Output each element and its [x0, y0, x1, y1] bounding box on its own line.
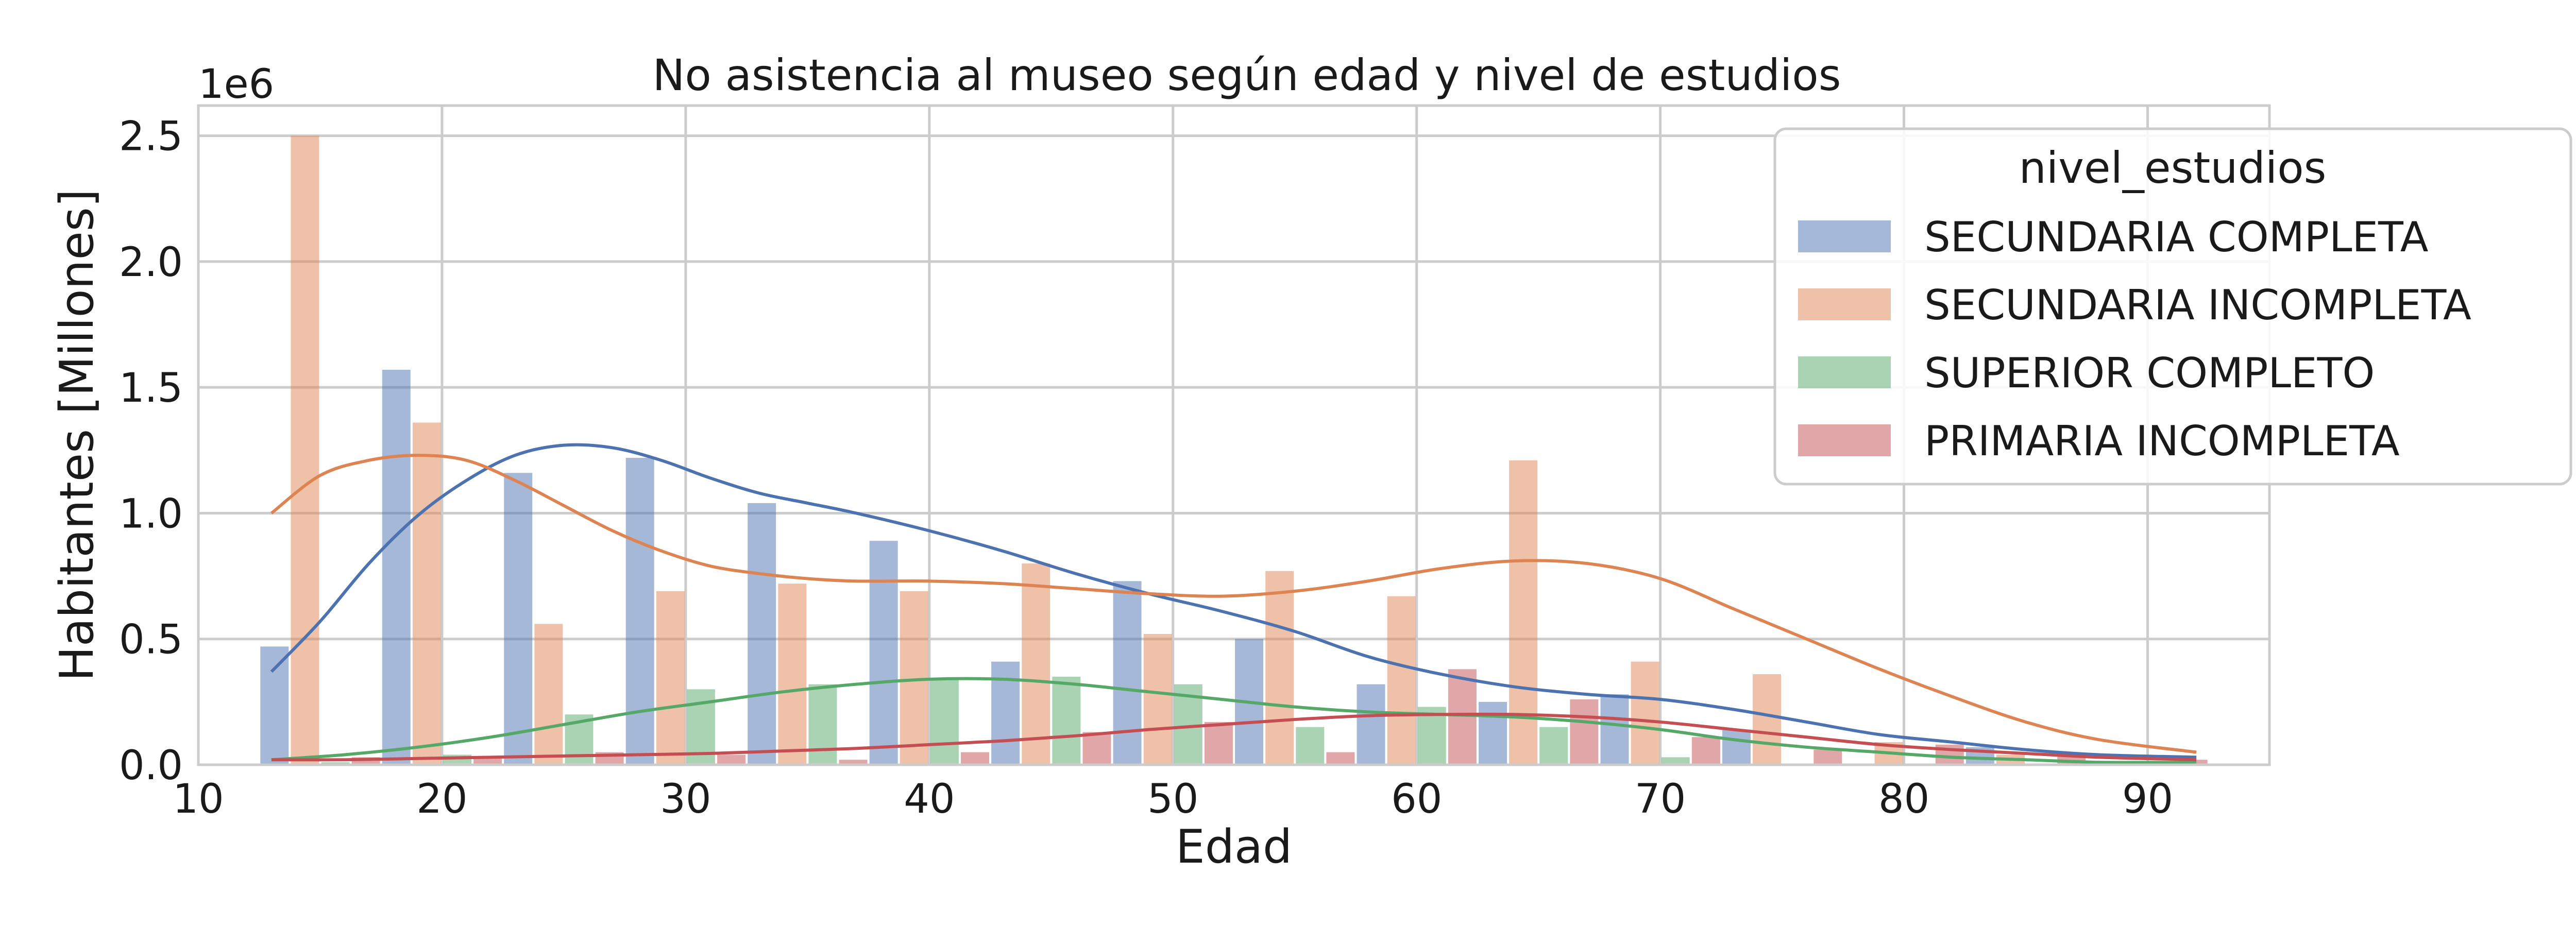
bar [1539, 727, 1568, 765]
kde-line [271, 677, 2197, 764]
x-tick-label: 90 [2122, 776, 2173, 822]
bar [1600, 694, 1629, 765]
bar [1387, 596, 1416, 765]
bar [1691, 737, 1720, 765]
bar [473, 757, 502, 765]
bar [808, 684, 837, 765]
kde-line [270, 454, 2197, 754]
y-tick-labels: 0.0 0.5 1.0 1.5 2.0 2.5 [119, 114, 183, 789]
x-tick-label: 60 [1391, 776, 1442, 822]
bar [1143, 633, 1172, 765]
bar [930, 679, 959, 765]
legend-entry: SECUNDARIA INCOMPLETA [1924, 281, 2471, 329]
bar [1204, 722, 1233, 765]
bar [382, 369, 411, 765]
bar [1265, 571, 1294, 765]
bar [1296, 727, 1325, 765]
bar [534, 624, 563, 765]
x-tick-labels: 10 20 30 40 50 60 70 80 90 [173, 776, 2173, 822]
bar [504, 473, 533, 765]
bar [260, 646, 289, 765]
x-tick-label: 50 [1147, 776, 1198, 822]
bar [625, 457, 654, 765]
bar [1113, 581, 1142, 765]
bar [1479, 701, 1507, 765]
bar [961, 752, 989, 765]
bar [1722, 729, 1751, 765]
x-axis-label: Edad [1176, 820, 1292, 874]
bar [1661, 757, 1690, 765]
bar [1570, 699, 1599, 765]
legend-swatch [1798, 288, 1891, 320]
bar [1326, 752, 1355, 765]
bar [869, 541, 898, 765]
y-tick-label: 0.5 [119, 617, 183, 663]
bar [778, 583, 807, 765]
bar [1814, 749, 1842, 765]
x-tick-label: 30 [660, 776, 711, 822]
x-tick-label: 10 [173, 776, 224, 822]
bar [1052, 677, 1081, 765]
legend-title: nivel_estudios [2019, 143, 2327, 193]
legend-swatch [1798, 356, 1891, 388]
kde-layer [270, 443, 2197, 764]
x-tick-label: 70 [1635, 776, 1686, 822]
legend: nivel_estudios SECUNDARIA COMPLETASECUND… [1773, 127, 2572, 486]
bar [1357, 684, 1385, 765]
x-tick-label: 20 [416, 776, 467, 822]
legend-box [1773, 127, 2572, 486]
legend-swatch [1798, 220, 1891, 252]
legend-swatch [1798, 424, 1891, 456]
bar [748, 503, 776, 765]
legend-items: SECUNDARIA COMPLETA SECUNDARIA INCOMPLETA… [1798, 213, 2471, 465]
kde-line [270, 443, 2197, 759]
y-tick-label: 2.0 [119, 239, 183, 286]
y-axis-label: Habitantes [Millones] [50, 189, 104, 681]
bar [1631, 661, 1659, 765]
bar [412, 422, 441, 765]
y-tick-label: 0.0 [119, 743, 183, 789]
bar [839, 760, 868, 765]
kde-line [271, 712, 2197, 762]
bar [991, 661, 1020, 765]
legend-entry: SUPERIOR COMPLETO [1924, 349, 2375, 397]
bar [291, 135, 319, 765]
bar [1448, 669, 1477, 765]
bar [717, 754, 746, 765]
y-tick-label: 1.5 [119, 365, 183, 411]
bar [656, 591, 685, 765]
y-tick-label: 2.5 [119, 114, 183, 160]
bar [1753, 674, 1782, 765]
y-offset-text: 1e6 [198, 61, 274, 108]
bar [1417, 707, 1446, 765]
legend-entry: PRIMARIA INCOMPLETA [1924, 417, 2400, 465]
bar [1082, 732, 1111, 765]
chart-title: No asistencia al museo según edad y nive… [653, 50, 1841, 100]
x-tick-label: 40 [904, 776, 955, 822]
x-tick-label: 80 [1878, 776, 1929, 822]
bar [1022, 563, 1050, 765]
y-tick-label: 1.0 [119, 491, 183, 537]
legend-entry: SECUNDARIA COMPLETA [1924, 213, 2429, 261]
